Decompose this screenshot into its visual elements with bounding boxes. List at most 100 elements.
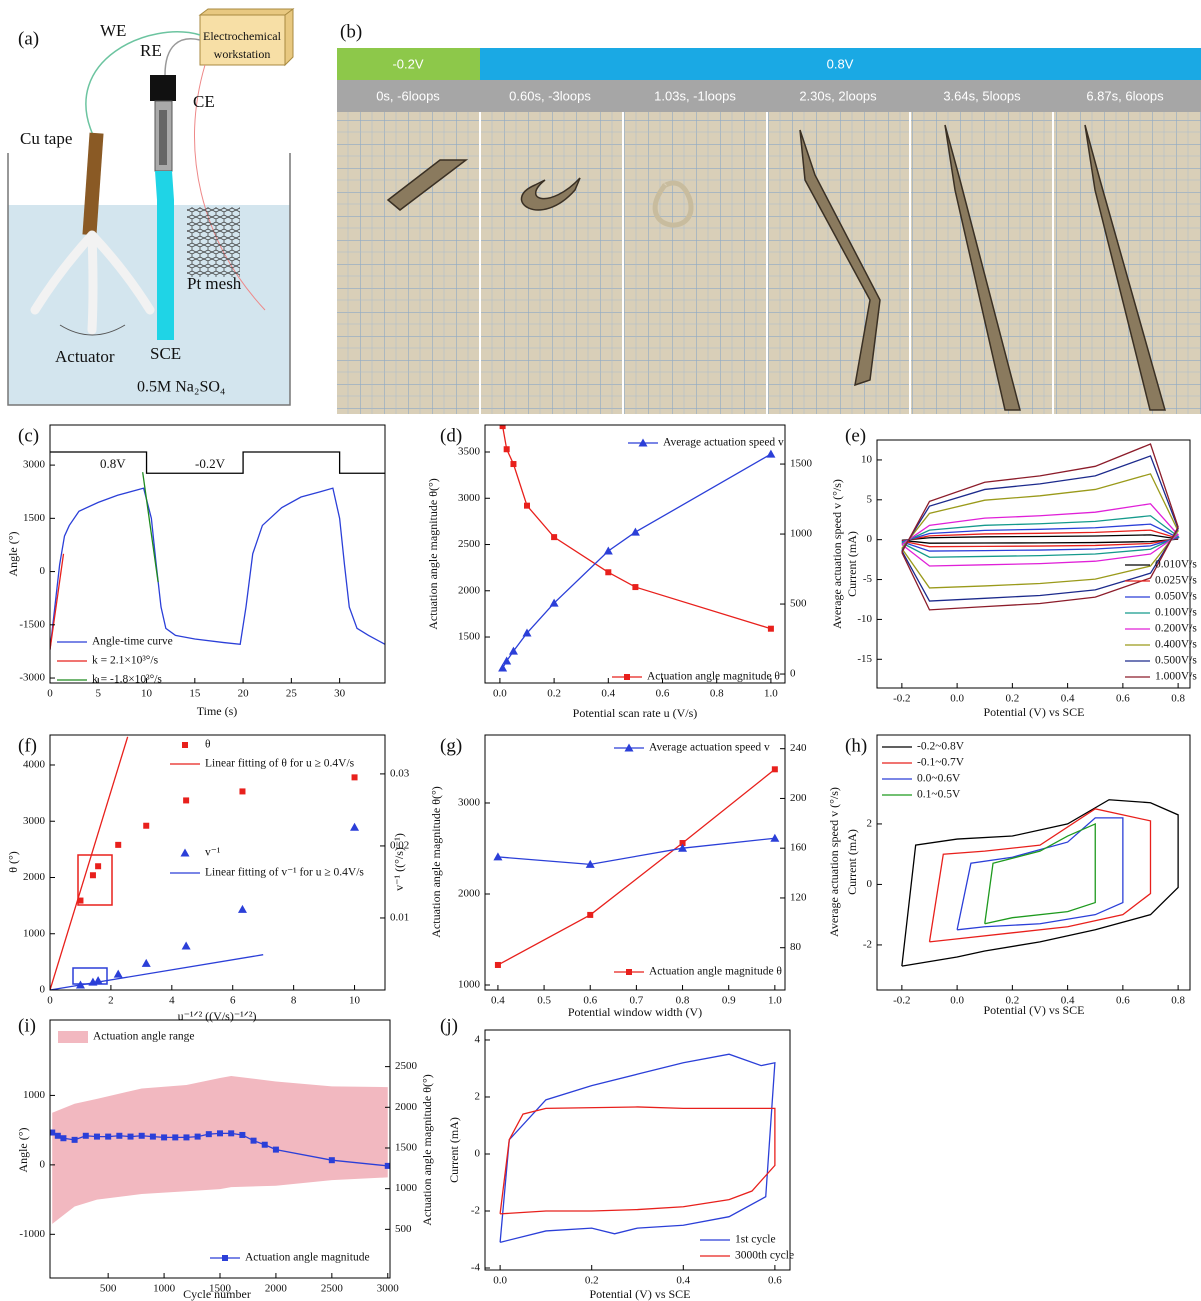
y2-tick-label: 1500 [790, 458, 813, 470]
legend-label: 0.500V/s [1155, 655, 1197, 667]
sce-cap [150, 75, 176, 101]
legend-label: 1.000V/s [1155, 671, 1197, 683]
x-tick-label: 0.8 [1171, 995, 1185, 1007]
x-tick-label: 0.0 [950, 693, 964, 705]
y-tick-label: 3000 [458, 492, 481, 504]
y-tick-label: 1000 [23, 1089, 46, 1101]
y-tick-label: 2000 [23, 871, 46, 883]
x-tick-label: 1.0 [768, 995, 782, 1007]
marker [93, 1133, 100, 1140]
marker [328, 1157, 335, 1164]
x-axis-label: Cycle number [183, 1287, 251, 1301]
legend-swatch [58, 1031, 88, 1043]
x-tick-label: 15 [189, 688, 201, 700]
plot-frame [876, 439, 1191, 689]
x-tick-label: 0.0 [493, 688, 507, 700]
x-tick-label: 5 [96, 688, 102, 700]
y-tick-label: 2 [867, 817, 873, 829]
y-tick-label: -1500 [19, 618, 45, 630]
annotation: -0.2V [195, 456, 226, 471]
marker [250, 1137, 257, 1144]
x-tick-label: 10 [349, 995, 361, 1007]
x-tick-label: 0.6 [1116, 693, 1130, 705]
marker [113, 969, 123, 978]
x-tick-label: 0.7 [630, 995, 644, 1007]
marker [524, 502, 531, 509]
marker [626, 969, 632, 975]
y-tick-label: 0 [475, 1148, 481, 1160]
marker [770, 833, 780, 842]
marker [679, 840, 686, 847]
series-line [901, 455, 1179, 602]
legend-label: Actuation angle magnitude [245, 1252, 370, 1264]
plot-frame [49, 424, 386, 684]
marker [272, 1146, 279, 1153]
y2-tick-label: 80 [790, 941, 802, 953]
plot-area [493, 766, 780, 968]
legend-label: 0.050V/s [1155, 591, 1197, 603]
marker [587, 911, 594, 918]
x-axis-label: Potential (V) vs SCE [590, 1287, 691, 1301]
schematic: (a) Electrochemical workstation WE RE CE… [7, 8, 295, 406]
beaker [7, 153, 291, 406]
y-tick-label: -4 [471, 1262, 481, 1274]
x-axis-label: Potential (V) vs SCE [984, 705, 1085, 719]
marker [603, 546, 613, 555]
y-axis-label: Angle (°) [16, 1127, 30, 1172]
chart: (f) 0 2 4 6 8 10 0 1000 2000 3000 4000 0.01 0.02 0.03 u… [6, 734, 410, 1023]
x-axis-label: Potential (V) vs SCE [984, 1003, 1085, 1017]
series-line [901, 473, 1179, 589]
legend-label: k = -1.8×10³°/s [92, 674, 162, 686]
plot-area [50, 1075, 390, 1224]
marker [522, 628, 532, 637]
series-line [984, 822, 1096, 925]
y-tick-label: 2 [475, 1091, 481, 1103]
y2-tick-label: 120 [790, 891, 807, 903]
y2-tick-label: 1500 [395, 1142, 418, 1154]
series-line [50, 451, 385, 474]
series-line [142, 472, 159, 583]
marker [630, 527, 640, 536]
y-tick-label: 4 [475, 1034, 481, 1046]
marker [549, 598, 559, 607]
plot-area [499, 1053, 776, 1243]
cu-tape [82, 132, 104, 236]
panel-label: (j) [440, 1015, 458, 1036]
plot-area [901, 799, 1179, 967]
label: WE [100, 21, 126, 40]
legend-label: Average actuation speed v [649, 742, 770, 754]
y2-tick-label: 160 [790, 842, 807, 854]
marker [624, 674, 630, 680]
marker [105, 1133, 112, 1140]
y-tick-label: 2500 [458, 538, 481, 550]
y-tick-label: 1000 [23, 927, 46, 939]
marker [50, 1129, 56, 1136]
marker [239, 1131, 246, 1138]
x-tick-label: 0.6 [583, 995, 597, 1007]
frame-label: 0s, -6loops [376, 88, 440, 103]
panel-label: (i) [18, 1015, 36, 1036]
marker [71, 1136, 78, 1143]
y2-axis-label: Actuation angle magnitude θ(°) [420, 1074, 434, 1226]
photo [337, 112, 1201, 414]
x-axis-label: u⁻¹ᐟ² ((V/s)⁻¹ᐟ²) [178, 1009, 257, 1023]
marker [638, 438, 648, 447]
marker [77, 897, 84, 904]
chart: (d) 0.0 0.2 0.4 0.6 0.8 1.0 1500 2000 2500 3000 350… [426, 424, 844, 720]
series-line [50, 736, 129, 990]
y-axis-label: Angle (°) [6, 531, 20, 576]
y-tick-label: 2000 [458, 584, 481, 596]
panel-label: (e) [845, 425, 866, 446]
x-tick-label: 8 [291, 995, 297, 1007]
x-tick-label: 0.9 [722, 995, 736, 1007]
label: Pt mesh [187, 274, 242, 293]
y-tick-label: 1500 [458, 631, 481, 643]
marker [384, 1162, 390, 1169]
photo-sequence: (b) -0.2V 0.8V 0s, -6loops 0.60s, -3loop… [337, 21, 1201, 414]
series-line [502, 453, 772, 669]
x-tick-label: 2 [108, 995, 114, 1007]
x-axis-label: Potential scan rate u (V/s) [573, 706, 698, 720]
marker [217, 1130, 223, 1137]
area [52, 1075, 388, 1224]
